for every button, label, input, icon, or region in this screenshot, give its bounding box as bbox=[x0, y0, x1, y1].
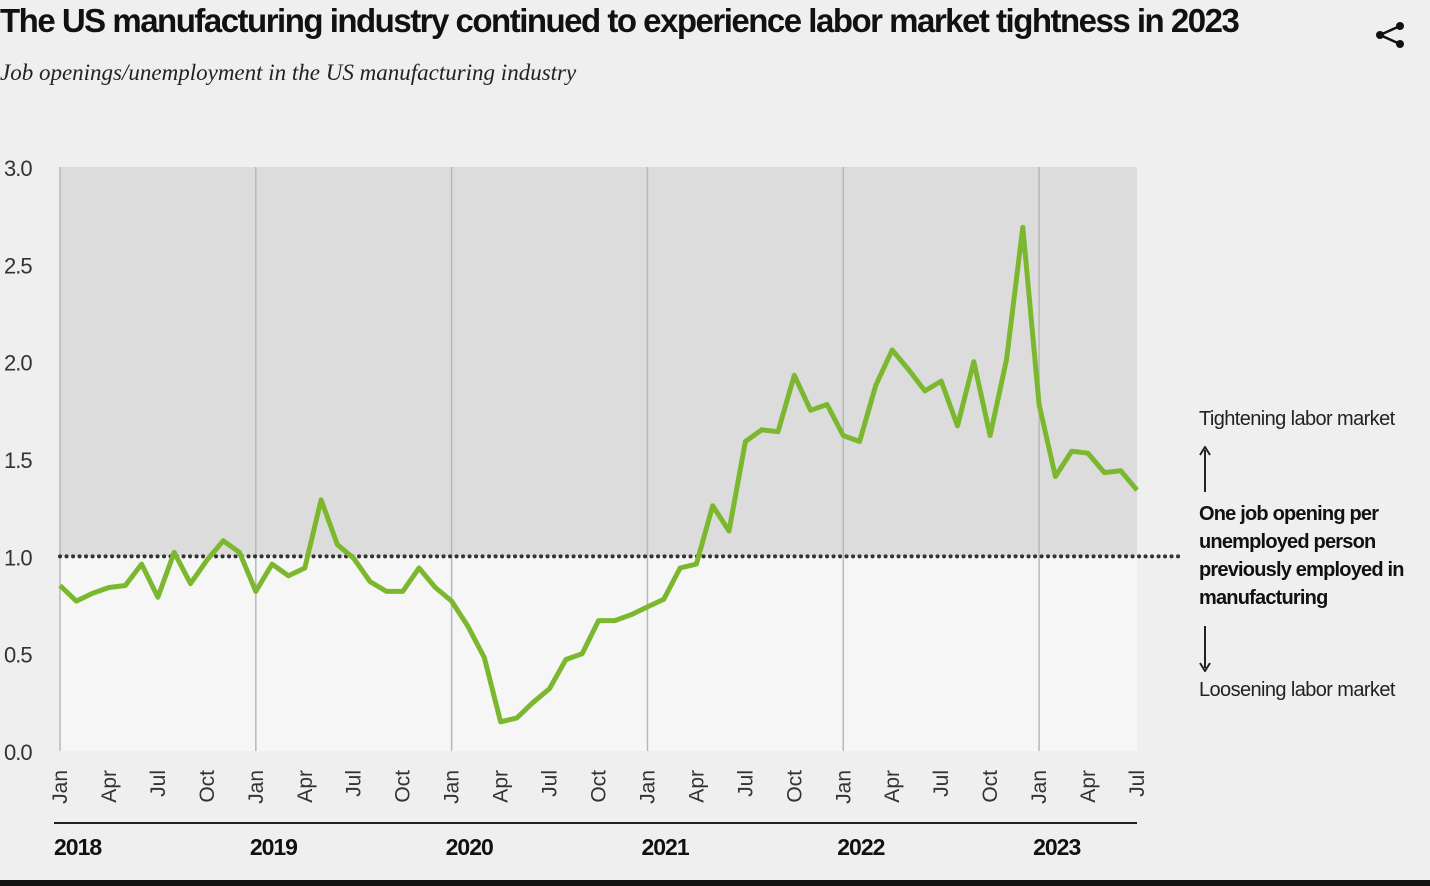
tightening-region bbox=[60, 167, 1137, 557]
y-tick-label: 1.5 bbox=[4, 448, 32, 473]
x-tick-label: Jan bbox=[49, 770, 72, 804]
x-tick-label: Apr bbox=[490, 770, 513, 803]
x-tick-label: Jan bbox=[441, 770, 464, 804]
y-tick-label: 0.0 bbox=[4, 740, 32, 765]
x-tick-label: Oct bbox=[196, 770, 219, 803]
loosening-region bbox=[60, 556, 1137, 751]
y-tick-label: 3.0 bbox=[4, 156, 32, 181]
y-tick-label: 2.0 bbox=[4, 351, 32, 376]
x-tick-label: Jul bbox=[539, 770, 562, 797]
x-tick-label: Jul bbox=[734, 770, 757, 797]
year-label: 2021 bbox=[641, 834, 689, 860]
x-tick-label: Oct bbox=[979, 770, 1002, 803]
x-tick-label: Jan bbox=[245, 770, 268, 804]
annotation-tightening: Tightening labor market bbox=[1199, 408, 1395, 430]
x-tick-label: Jan bbox=[636, 770, 659, 804]
year-label: 2023 bbox=[1033, 834, 1080, 860]
x-tick-label: Oct bbox=[392, 770, 415, 803]
year-label: 2018 bbox=[54, 834, 102, 860]
y-tick-label: 0.5 bbox=[4, 643, 32, 668]
x-tick-label: Oct bbox=[588, 770, 611, 803]
year-label: 2022 bbox=[837, 834, 884, 860]
x-tick-label: Jan bbox=[832, 770, 855, 804]
chart-title: The US manufacturing industry continued … bbox=[0, 2, 1240, 39]
x-tick-label: Jul bbox=[343, 770, 366, 797]
arrow-down-icon bbox=[1199, 626, 1211, 672]
x-tick-label: Jul bbox=[930, 770, 953, 797]
x-tick-label: Apr bbox=[98, 770, 121, 803]
annotation-loosening: Loosening labor market bbox=[1199, 679, 1395, 701]
x-tick-label: Apr bbox=[294, 770, 317, 803]
x-tick-label: Jul bbox=[147, 770, 170, 797]
chart-subtitle: Job openings/unemployment in the US manu… bbox=[0, 60, 577, 85]
x-tick-label: Apr bbox=[881, 770, 904, 803]
share-icon[interactable] bbox=[1372, 18, 1408, 52]
x-tick-label: Apr bbox=[1077, 770, 1100, 803]
arrow-up-icon bbox=[1199, 446, 1211, 492]
y-tick-label: 1.0 bbox=[4, 545, 32, 570]
year-label: 2019 bbox=[250, 834, 297, 860]
x-tick-label: Jan bbox=[1028, 770, 1051, 804]
bottom-border bbox=[0, 880, 1430, 886]
annotation-reference: One job opening per unemployed person pr… bbox=[1199, 503, 1404, 609]
year-label: 2020 bbox=[446, 834, 493, 860]
y-tick-label: 2.5 bbox=[4, 253, 32, 278]
x-tick-label: Apr bbox=[685, 770, 708, 803]
x-tick-label: Jul bbox=[1126, 770, 1149, 797]
x-tick-label: Oct bbox=[783, 770, 806, 803]
